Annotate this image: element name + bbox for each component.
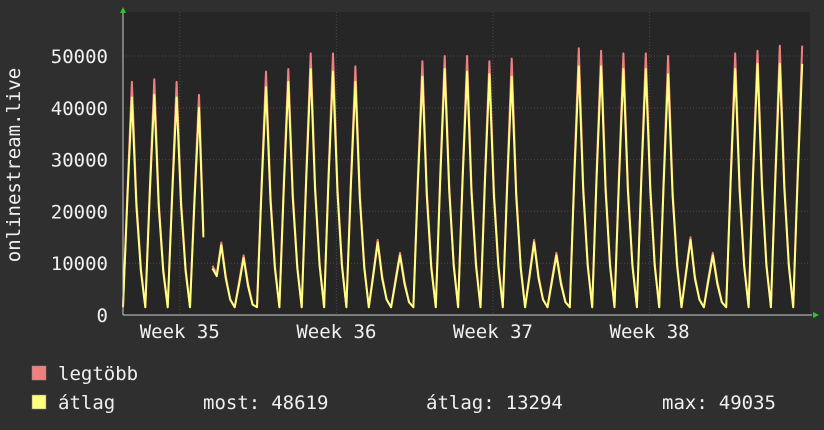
stat: átlag: 13294 (426, 392, 563, 414)
axis-arrow (813, 312, 819, 318)
legend: legtöbb átlag most: 48619 átlag: 13294 max: 490… (31, 363, 776, 414)
axis-arrow (120, 7, 126, 13)
y-tick-label: 40000 (51, 98, 108, 120)
legend-label: legtöbb (58, 363, 138, 385)
x-tick-label: Week 36 (296, 321, 376, 343)
stat-label: most: (203, 392, 260, 414)
legend-label: átlag (58, 392, 115, 414)
stat-value: 49035 (719, 392, 776, 414)
stat-label: átlag: (426, 392, 495, 414)
y-tick-label: 0 (97, 305, 108, 327)
y-tick-label: 10000 (51, 253, 108, 275)
y-tick-label: 20000 (51, 201, 108, 223)
lines (122, 44, 804, 309)
x-tick-label: Week 35 (140, 321, 220, 343)
legend-swatch (31, 394, 47, 410)
stat-value: 48619 (271, 392, 328, 414)
stat-value: 13294 (506, 392, 563, 414)
legend-swatch (31, 365, 47, 381)
x-tick-label: Week 38 (610, 321, 690, 343)
x-tick-label: Week 37 (453, 321, 533, 343)
y-tick-label: 30000 (51, 150, 108, 172)
stat: most: 48619 (203, 392, 328, 414)
series-line (122, 62, 804, 309)
stat-label: max: (662, 392, 708, 414)
y-tick-label: 50000 (51, 46, 108, 68)
y-axis-label: onlinestream.live (3, 68, 25, 262)
stat: max: 49035 (662, 392, 776, 414)
